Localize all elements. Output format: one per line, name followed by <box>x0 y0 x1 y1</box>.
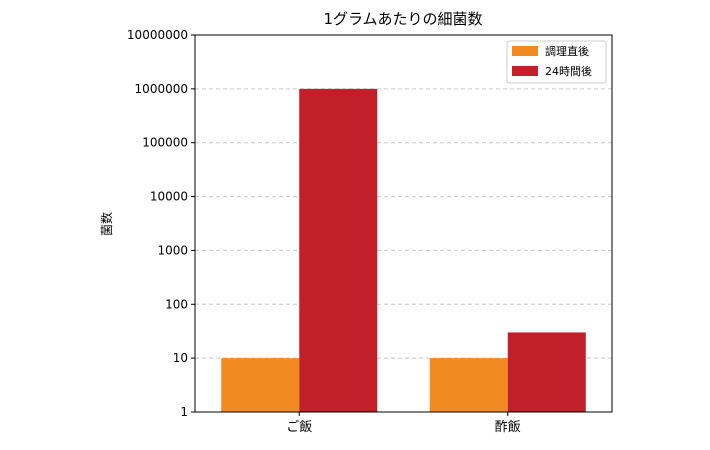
bars <box>221 88 586 412</box>
bar-ご飯-調理直後 <box>221 358 300 412</box>
y-tick-label: 10 <box>173 351 188 365</box>
x-tick-label: 酢飯 <box>495 420 521 435</box>
bar-酢飯-調理直後 <box>429 358 508 412</box>
y-tick-label: 10000000 <box>127 28 188 42</box>
x-tick-label: ご飯 <box>286 419 312 435</box>
y-axis-ticks: 1 10 100 1000 10000 100000 1000000 10000000 <box>127 28 195 419</box>
legend-swatch-24時間後 <box>512 66 538 76</box>
chart-title: 1グラムあたりの細菌数 <box>323 10 482 28</box>
legend-label-24時間後: 24時間後 <box>545 64 592 78</box>
legend: 調理直後 24時間後 <box>506 40 607 84</box>
y-tick-label: 10000 <box>150 190 188 204</box>
bar-酢飯-24時間後 <box>507 332 586 412</box>
plot-frame <box>194 34 613 413</box>
y-tick-label: 1 <box>180 405 188 419</box>
y-tick-label: 100 <box>165 297 188 311</box>
y-axis-label: 菌数 <box>99 212 114 236</box>
gridlines <box>195 88 612 359</box>
y-tick-label: 1000000 <box>135 82 188 96</box>
legend-swatch-調理直後 <box>512 46 538 56</box>
y-tick-label: 1000 <box>157 243 188 257</box>
y-tick-label: 100000 <box>142 136 188 150</box>
legend-label-調理直後: 調理直後 <box>545 44 589 58</box>
bar-ご飯-24時間後 <box>299 88 378 412</box>
x-axis-ticks: ご飯 酢飯 <box>286 412 521 435</box>
